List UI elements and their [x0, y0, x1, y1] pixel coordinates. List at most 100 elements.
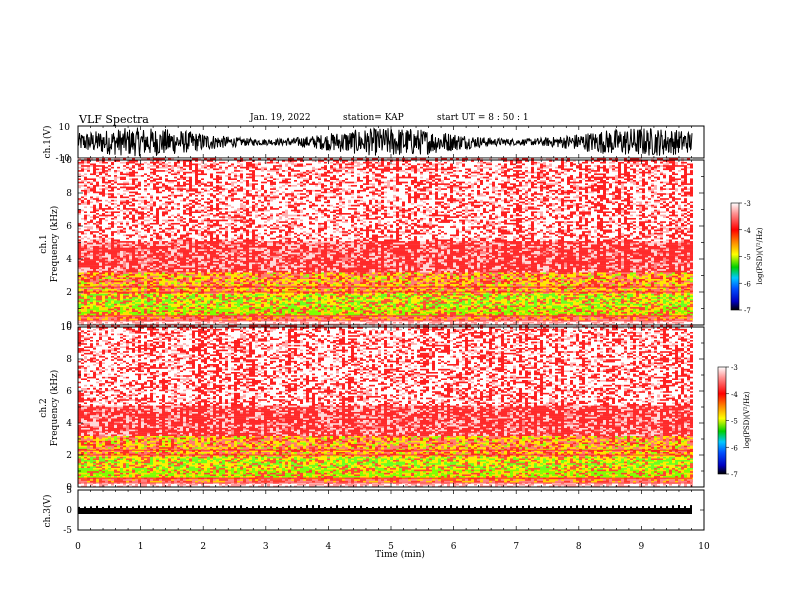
ch1-spec-cell	[99, 223, 102, 225]
ch1-spec-cell	[87, 193, 90, 195]
ch1-spec-cell	[126, 269, 129, 271]
ch1-spec-cell	[135, 304, 138, 306]
ch1-spec-cell	[138, 210, 141, 212]
ch1-spec-cell	[105, 193, 108, 195]
ch1-spec-cell	[120, 193, 123, 195]
ch1-spec-cell	[153, 203, 156, 205]
ch1-spec-cell	[129, 256, 132, 258]
ch1-spec-cell	[114, 243, 117, 245]
ch1-waveform-panel: 10 -10 ch.1(V)	[42, 123, 704, 164]
ch1-spec-cell	[108, 175, 111, 177]
ch1-spec-cell	[141, 211, 144, 213]
ch1-spec-cell	[120, 177, 123, 179]
ch1-spec-cell	[150, 223, 153, 225]
ch1-spec-cell	[144, 294, 147, 296]
ch1-spec-cell	[153, 163, 156, 165]
ch1-spec-cell	[126, 172, 129, 174]
ch1-spec-cell	[120, 307, 123, 309]
ch1-spec-cell	[135, 279, 138, 281]
ch1-spec-cell	[144, 233, 147, 235]
ch1-spec-cell	[120, 261, 123, 263]
ch1-spec-cell	[93, 280, 96, 282]
ch1-spec-cell	[120, 195, 123, 197]
ch1-spec-cell	[84, 256, 87, 258]
ch1-spec-cell	[132, 289, 135, 291]
ch1-spec-cell	[108, 262, 111, 264]
ch1-spec-cell	[93, 295, 96, 297]
ch1-spec-cell	[147, 322, 150, 324]
ch1-spec-cell	[90, 295, 93, 297]
ch1-spec-cell	[117, 236, 120, 238]
ch1-spec-cell	[147, 247, 150, 249]
ch1-spec-cell	[135, 274, 138, 276]
ch1-spec-cell	[105, 229, 108, 231]
ch1-spec-cell	[144, 289, 147, 291]
ch1-spec-cell	[90, 297, 93, 299]
ch1-spec-cell	[99, 219, 102, 221]
ch1-spec-cell	[84, 317, 87, 319]
ch1-spec-cell	[105, 219, 108, 221]
ch1-spec-cell	[138, 305, 141, 307]
ch1-spec-cell	[96, 206, 99, 208]
ch1-spec-cell	[114, 228, 117, 230]
ch1-spec-cell	[117, 167, 120, 169]
ch1-spec-cell	[90, 219, 93, 221]
ch1-spec-cell	[87, 302, 90, 304]
ch1-spec-cell	[111, 211, 114, 213]
ch1-spec-cell	[135, 305, 138, 307]
ch1-spec-cell	[123, 244, 126, 246]
ch1-spec-cell	[102, 246, 105, 248]
ch1-spec-cell	[105, 244, 108, 246]
ch1-spec-cell	[81, 180, 84, 182]
ch1-spec-cell	[138, 228, 141, 230]
ch1-spec-cell	[120, 228, 123, 230]
ch1-spec-cell	[96, 208, 99, 210]
ch1-spec-cell	[111, 162, 114, 164]
ch1-ylabel: ch.1(V)	[42, 126, 53, 159]
ch1-spec-cell	[123, 203, 126, 205]
ch1-spec-cell	[129, 243, 132, 245]
ch1-spec-cell	[102, 264, 105, 266]
ch1-spec-cell	[153, 304, 156, 306]
ch1-spec-cell	[111, 271, 114, 273]
ch1-spec-cell	[129, 317, 132, 319]
ch1-spec-cell	[141, 299, 144, 301]
ch1-spec-cell	[96, 236, 99, 238]
ch1-spec-cell	[132, 186, 135, 188]
ch1-spec-cell	[117, 313, 120, 315]
ch1-spec-cell	[141, 210, 144, 212]
ch1-spec-cell	[84, 233, 87, 235]
ch1-spec-cell	[144, 271, 147, 273]
ch1-spec-cell	[102, 188, 105, 190]
ch1-spec-cell	[147, 208, 150, 210]
ch1-spec-cell	[126, 247, 129, 249]
ch1-spec-cell	[114, 310, 117, 312]
ch1-spec-cell	[153, 267, 156, 269]
ch1-spec-cell	[126, 289, 129, 291]
ch1-spec-cell	[84, 213, 87, 215]
ch1-spec-cell	[117, 318, 120, 320]
ch1-spec-cell	[150, 185, 153, 187]
ch1-spec-cell	[126, 295, 129, 297]
ch1-spec-cell	[156, 284, 159, 286]
ch1-spec-cell	[129, 322, 132, 324]
ch1-spec-cell	[153, 247, 156, 249]
ch1-spec-cell	[144, 203, 147, 205]
ch1-spec-cell	[150, 196, 153, 198]
ch1-spec-cell	[150, 310, 153, 312]
ch1-spec-cell	[126, 175, 129, 177]
ch1-spec-cell	[87, 236, 90, 238]
ch1-spec-cell	[111, 266, 114, 268]
ch1-spec-cell	[117, 175, 120, 177]
ch1-spec-cell	[144, 198, 147, 200]
ch1-spec-cell	[105, 203, 108, 205]
ch1-spec-cell	[96, 318, 99, 320]
ch1-spec-cell	[114, 305, 117, 307]
ch1-spec-cell	[129, 305, 132, 307]
ch1-spec-cell	[132, 208, 135, 210]
ch1-spec-cell	[147, 167, 150, 169]
ch1-spec-cell	[153, 282, 156, 284]
ch1-spec-cell	[114, 252, 117, 254]
ch1-spec-cell	[114, 256, 117, 258]
ch1-spec-cell	[87, 244, 90, 246]
